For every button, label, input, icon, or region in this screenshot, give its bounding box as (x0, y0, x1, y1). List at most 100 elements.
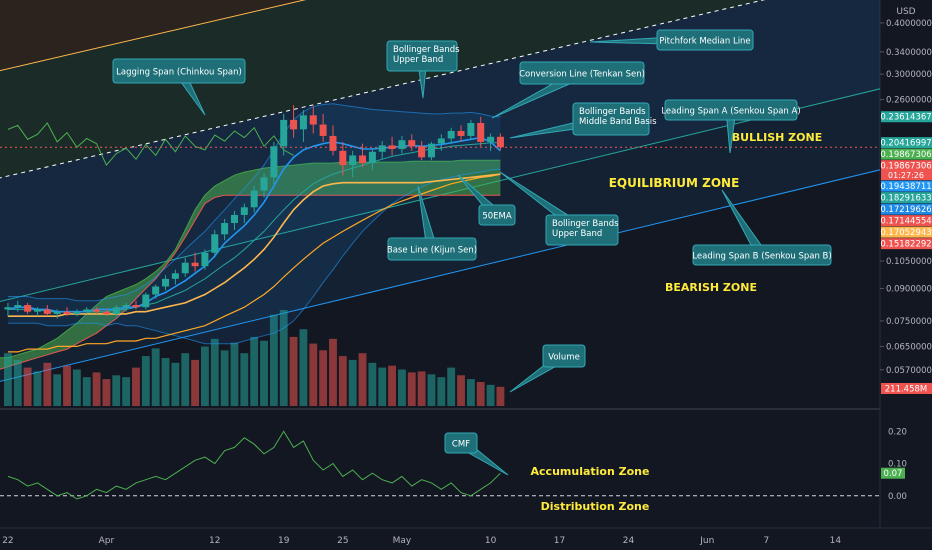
pitchfork-median-line (0, 0, 766, 179)
volume-bar (338, 356, 347, 406)
price-badge (881, 226, 932, 238)
volume-bar (220, 350, 229, 406)
volume-bar (358, 353, 367, 406)
volume-bar (437, 377, 446, 406)
price-badge-label: 0.23614367 (880, 113, 931, 123)
annotation-label: CMF (452, 440, 470, 450)
price-badge (881, 160, 932, 181)
zone-label: Accumulation Zone (531, 465, 650, 478)
volume-bar (161, 358, 170, 406)
volume-bar (476, 382, 485, 406)
price-badge (881, 148, 932, 160)
annotation-box (572, 102, 650, 136)
bollinger-band-fill (7, 103, 501, 344)
annotation-label: Upper Band (552, 229, 602, 239)
candle-body (191, 262, 199, 267)
candle-body (162, 278, 170, 287)
volume-bar (319, 350, 328, 406)
volume-bar (102, 379, 111, 406)
price-badge-label: 0.17052943 (880, 228, 931, 238)
candle-body (447, 130, 455, 139)
price-badge (881, 192, 932, 204)
annotation-label: Volume (548, 353, 580, 363)
time-tick-label: May (393, 536, 412, 546)
candle-body (487, 136, 495, 142)
volume-bar (23, 367, 32, 406)
bollinger-upper-line (7, 103, 501, 302)
volume-bar (407, 372, 416, 406)
zone-labels-layer: BULLISH ZONE EQUILIBRIUM ZONE BEARISH ZONE… (531, 131, 823, 513)
volume-bar (13, 359, 22, 406)
candle-body (467, 122, 475, 136)
time-tick-label: 25 (337, 536, 348, 546)
cmf-line (7, 430, 501, 500)
candle-body (388, 145, 396, 150)
volume-bar (63, 365, 71, 406)
volume-bar (210, 338, 219, 406)
volume-bar (33, 371, 42, 406)
zone-label: Distribution Zone (541, 500, 650, 513)
candle-body (250, 190, 258, 208)
price-badge-label: 0.19438711 (880, 182, 931, 192)
volume-bar (260, 340, 268, 406)
candle-body (260, 177, 268, 191)
annotation-label: Bollinger Bands (579, 107, 646, 117)
time-tick-label: 19 (278, 536, 290, 546)
volume-bar (388, 365, 396, 406)
candle-body (14, 305, 22, 308)
volume-bar (43, 362, 52, 406)
volume-bar (132, 367, 140, 406)
candle-body (349, 155, 357, 166)
annotation-label: 50EMA (482, 212, 512, 222)
candle-body (230, 214, 238, 223)
volume-bar (122, 377, 131, 406)
volume-bar (466, 379, 475, 406)
candles-layer (4, 105, 504, 319)
volume-bar (191, 359, 199, 406)
candle-body (211, 234, 219, 253)
time-tick-label: 22 (2, 536, 13, 546)
candle-body (270, 146, 278, 178)
price-badge-label: 0.19867306 (880, 162, 931, 172)
price-badge-label: 0.17144554 (880, 217, 931, 227)
volume-bar (240, 353, 249, 406)
cmf-badge (881, 467, 905, 479)
annotation-label: Upper Band (393, 55, 443, 65)
time-tick-label: 7 (764, 536, 770, 546)
volume-bar (279, 310, 288, 406)
candle-body (43, 309, 51, 314)
volume-bar (417, 371, 426, 406)
price-badge-label: 0.15182292 (880, 240, 931, 250)
volume-bar (141, 356, 150, 406)
volume-badge (881, 383, 932, 394)
volume-bar (289, 336, 298, 406)
candle-body (290, 119, 298, 130)
volume-bar (92, 372, 101, 406)
annotation-label: Leading Span A (Senkou Span A) (661, 107, 800, 117)
volume-bar (398, 369, 406, 406)
volume-bar (457, 375, 465, 406)
cmf-tick-label: 0.20 (888, 427, 907, 437)
price-badge (881, 111, 932, 123)
cmf-badge-label: 0.07 (884, 469, 903, 479)
candle-body (457, 130, 465, 136)
zone-label: BULLISH ZONE (732, 131, 822, 144)
candle-body (339, 150, 347, 166)
chinkou-span-line (7, 122, 294, 167)
volume-bar (496, 386, 505, 406)
candle-body (378, 145, 386, 152)
price-badge-label: 0.20416997 (880, 139, 931, 149)
volume-bar (53, 374, 62, 406)
annotation-box (545, 214, 619, 246)
annotations-layer: Lagging Span (Chinkou Span) Bollinger Ban… (112, 29, 832, 476)
annotation-label: Bollinger Bands (552, 219, 619, 229)
